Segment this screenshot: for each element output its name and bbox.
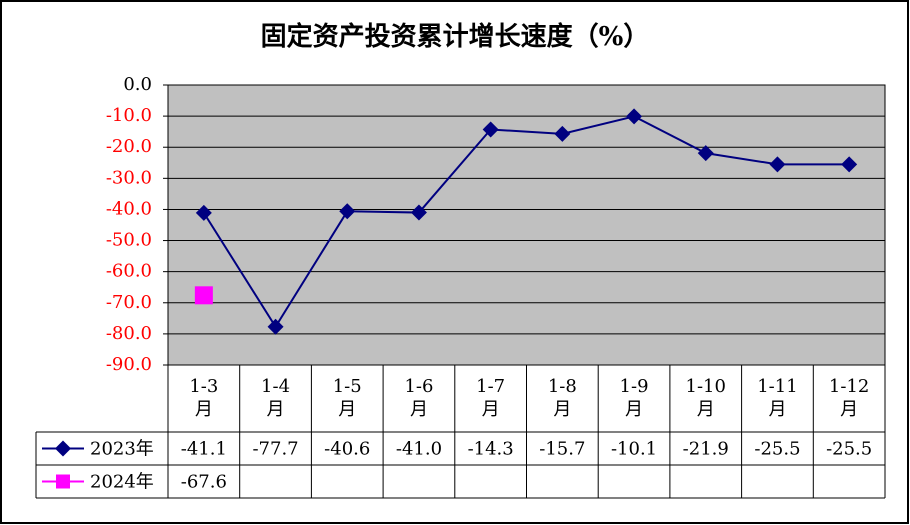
data-point bbox=[697, 145, 714, 162]
series-line bbox=[203, 115, 850, 329]
legend-marker bbox=[56, 474, 70, 489]
y-tick-label: -60.0 bbox=[106, 261, 152, 282]
x-tick-label: 1-5月 bbox=[332, 376, 362, 420]
table-value: -67.6 bbox=[181, 472, 227, 493]
table-value: -41.0 bbox=[396, 439, 442, 460]
x-tick-label: 1-11月 bbox=[757, 376, 798, 420]
y-tick-label: -30.0 bbox=[106, 167, 152, 188]
table-value: -21.9 bbox=[683, 439, 729, 460]
category-cell: 1-9月 bbox=[619, 376, 649, 420]
y-tick-label: -40.0 bbox=[106, 198, 152, 219]
x-tick-label: 1-7月 bbox=[476, 376, 506, 420]
x-tick-label: 1-6月 bbox=[404, 376, 434, 420]
data-point bbox=[194, 286, 213, 305]
legend-marker bbox=[55, 440, 71, 457]
y-tick-label: 0.0 bbox=[123, 74, 152, 95]
y-tick-label: -80.0 bbox=[106, 323, 152, 344]
y-tick-label: -70.0 bbox=[106, 292, 152, 313]
data-point bbox=[267, 318, 284, 335]
category-cell: 1-12月 bbox=[828, 376, 870, 420]
table-value: -15.7 bbox=[539, 439, 585, 460]
y-tick-label: -50.0 bbox=[106, 230, 152, 251]
x-tick-label: 1-4月 bbox=[261, 376, 291, 420]
data-point bbox=[769, 156, 786, 173]
data-point bbox=[482, 121, 499, 138]
legend-label: 2023年 bbox=[90, 439, 154, 460]
x-tick-label: 1-12月 bbox=[828, 376, 870, 420]
data-point bbox=[626, 108, 643, 125]
x-tick-label: 1-8月 bbox=[547, 376, 577, 420]
category-cell: 1-7月 bbox=[476, 376, 506, 420]
category-cell: 1-11月 bbox=[757, 376, 798, 420]
category-cell: 1-3月 bbox=[189, 376, 219, 420]
data-point bbox=[410, 204, 427, 221]
category-cell: 1-4月 bbox=[261, 376, 291, 420]
y-tick-label: -10.0 bbox=[106, 105, 152, 126]
table-value: -25.5 bbox=[826, 439, 872, 460]
legend-label: 2024年 bbox=[90, 472, 154, 493]
data-point bbox=[841, 156, 858, 173]
x-tick-label: 1-9月 bbox=[619, 376, 649, 420]
category-cell: 1-6月 bbox=[404, 376, 434, 420]
category-cell: 1-8月 bbox=[547, 376, 577, 420]
table-value: -14.3 bbox=[468, 439, 514, 460]
data-point bbox=[195, 204, 212, 221]
y-tick-label: -20.0 bbox=[106, 136, 152, 157]
table-value: -10.1 bbox=[611, 439, 657, 460]
category-cell: 1-10月 bbox=[685, 376, 726, 420]
table-value: -41.1 bbox=[181, 439, 227, 460]
table-value: -25.5 bbox=[754, 439, 800, 460]
data-point bbox=[554, 125, 571, 142]
category-cell: 1-5月 bbox=[332, 376, 362, 420]
x-tick-label: 1-10月 bbox=[685, 376, 726, 420]
table-value: -77.7 bbox=[252, 439, 298, 460]
table-value: -40.6 bbox=[324, 439, 370, 460]
y-tick-label: -90.0 bbox=[106, 354, 152, 375]
data-point bbox=[339, 203, 356, 220]
x-tick-label: 1-3月 bbox=[189, 376, 219, 420]
chart-title: 固定资产投资累计增长速度（%） bbox=[261, 21, 650, 52]
